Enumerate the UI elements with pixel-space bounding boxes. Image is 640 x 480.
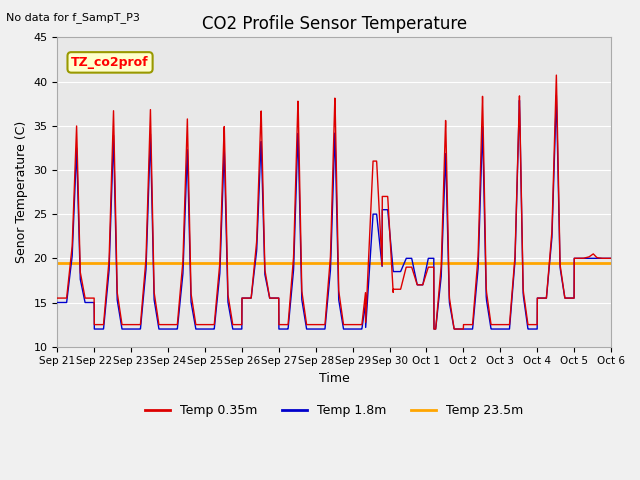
X-axis label: Time: Time — [319, 372, 349, 385]
Title: CO2 Profile Sensor Temperature: CO2 Profile Sensor Temperature — [202, 15, 467, 33]
Text: No data for f_SampT_P3: No data for f_SampT_P3 — [6, 12, 140, 23]
Legend: Temp 0.35m, Temp 1.8m, Temp 23.5m: Temp 0.35m, Temp 1.8m, Temp 23.5m — [140, 399, 529, 422]
Text: TZ_co2prof: TZ_co2prof — [71, 56, 149, 69]
Y-axis label: Senor Temperature (C): Senor Temperature (C) — [15, 121, 28, 263]
